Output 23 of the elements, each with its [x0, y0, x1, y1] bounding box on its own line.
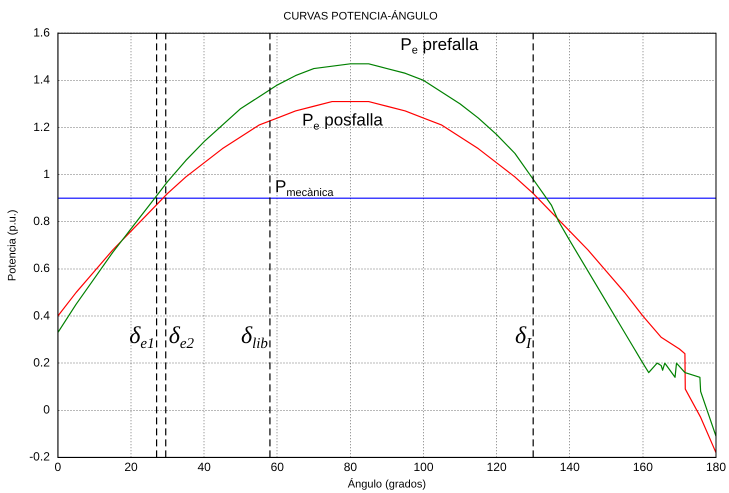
x-tick-label: 100 [413, 460, 434, 474]
chart-title: CURVAS POTENCIA-ÁNGULO [283, 10, 438, 23]
x-tick-label: 0 [54, 460, 62, 474]
y-tick-label: 1 [43, 166, 50, 181]
y-tick-label: 1.6 [33, 26, 50, 40]
x-tick-label: 20 [124, 460, 138, 474]
x-tick-label: 160 [632, 460, 654, 474]
y-tick-label: 0.6 [33, 261, 50, 276]
y-tick-label: -0.2 [29, 450, 50, 464]
x-tick-label: 120 [486, 460, 507, 474]
x-tick-label: 180 [706, 460, 726, 474]
y-tick-label: 1.4 [33, 72, 50, 87]
x-tick-label: 40 [197, 460, 212, 474]
x-tick-label: 60 [270, 460, 284, 474]
y-tick-label: 0 [43, 402, 50, 417]
y-tick-label: 0.2 [33, 355, 50, 370]
x-tick-label: 140 [560, 460, 580, 474]
y-axis-title: Potencia (p.u.) [6, 210, 19, 282]
x-tick-label: 80 [344, 460, 358, 474]
x-axis-title: Ángulo (grados) [348, 477, 426, 490]
y-tick-label: 0.4 [33, 308, 50, 322]
y-tick-label: 0.8 [33, 214, 50, 228]
y-tick-label: 1.2 [33, 120, 50, 134]
